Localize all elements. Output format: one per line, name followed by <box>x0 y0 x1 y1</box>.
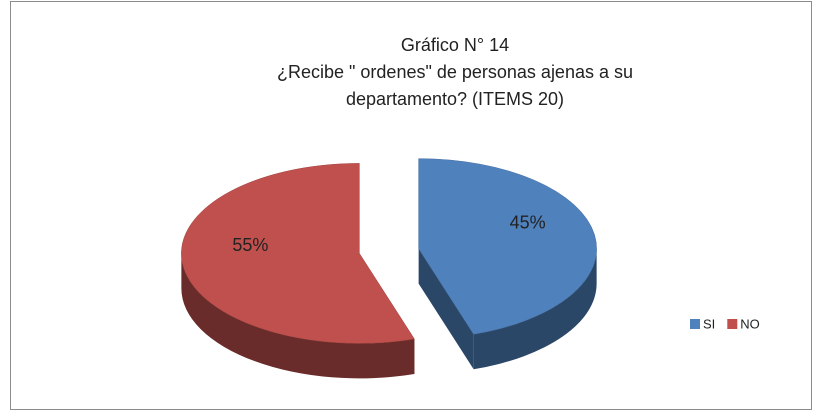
slice-face <box>418 248 474 370</box>
legend-label: SI <box>703 316 715 331</box>
slice <box>181 163 415 344</box>
chart-title: Gráfico N° 14 <box>401 35 509 55</box>
chart-title: departamento? (ITEMS 20) <box>346 89 564 109</box>
legend-label: NO <box>740 316 760 331</box>
legend-swatch <box>690 319 700 329</box>
slice-wall <box>181 253 415 379</box>
slice <box>418 158 597 335</box>
chart-title: ¿Recibe " ordenes" de personas ajenas a … <box>277 62 633 82</box>
legend-swatch <box>727 319 738 329</box>
data-label: 45% <box>510 213 546 233</box>
slice-wall <box>473 248 597 370</box>
data-label: 55% <box>232 235 268 255</box>
